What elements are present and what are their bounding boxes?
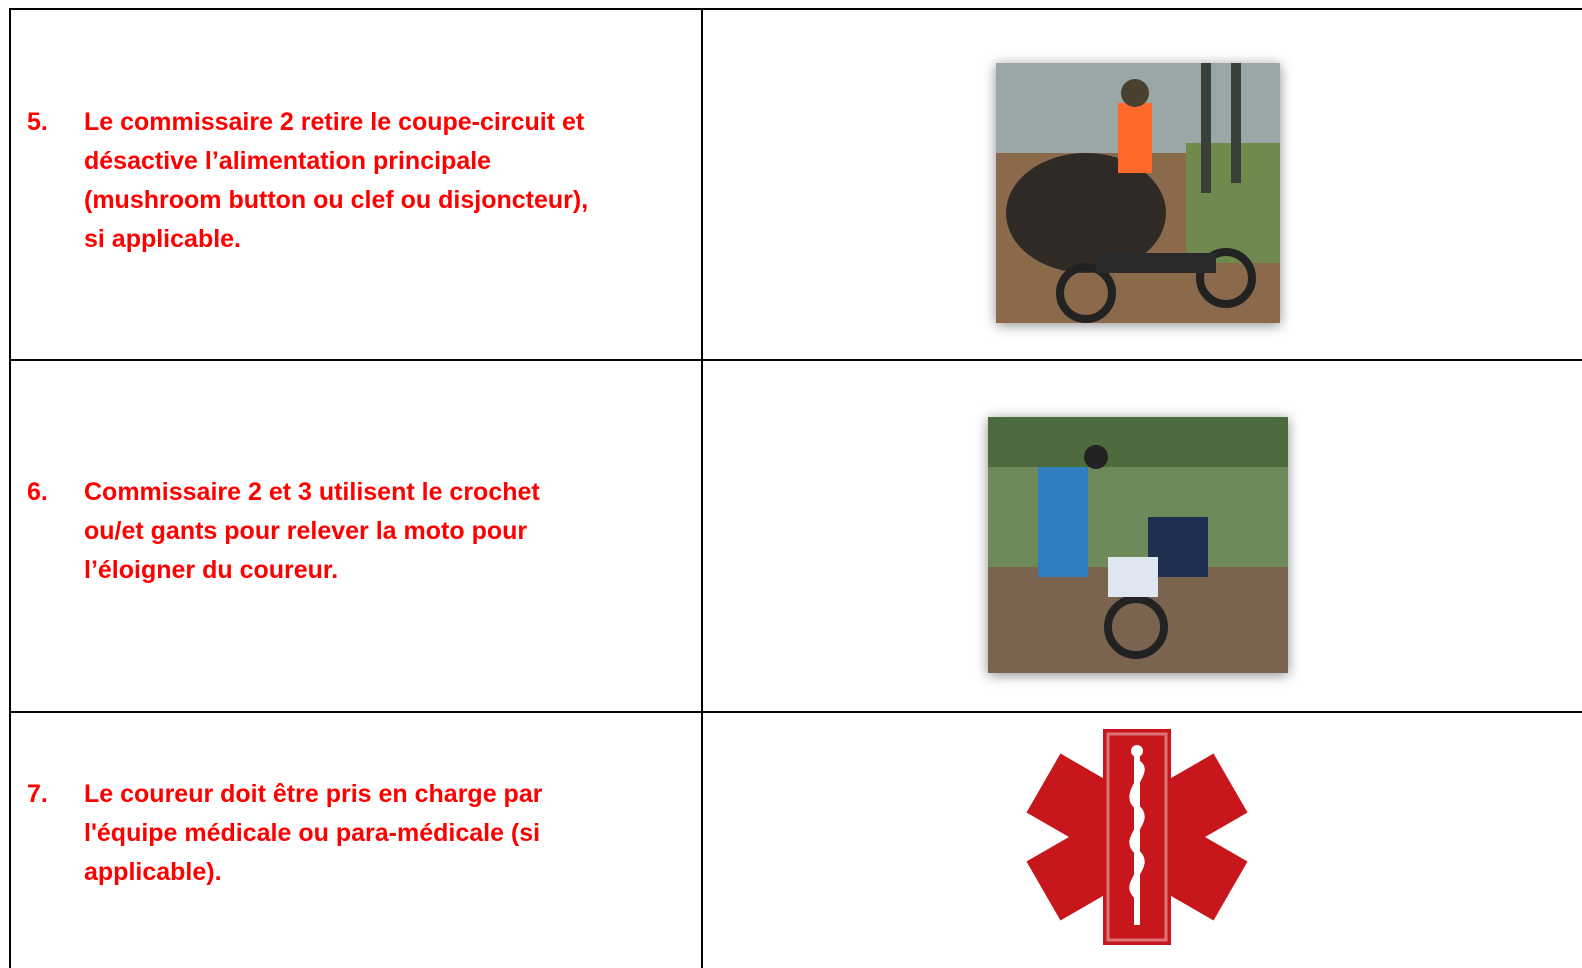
star-of-life-icon <box>1026 729 1248 945</box>
table-border <box>10 8 1582 10</box>
item-text-line: l'équipe médicale ou para-médicale (si <box>84 819 541 847</box>
item-text-line: Commissaire 2 et 3 utilisent le crochet <box>84 478 540 506</box>
item-text-line: (mushroom button ou clef ou disjoncteur)… <box>84 186 589 214</box>
item-number: 5. <box>27 108 48 136</box>
item-text-line: Le commissaire 2 retire le coupe-circuit… <box>84 108 585 136</box>
item-text-line: Le coureur doit être pris en charge par <box>84 780 543 808</box>
item-text-line: si applicable. <box>84 225 242 253</box>
table-border <box>9 8 11 968</box>
item-text-line: l’éloigner du coureur. <box>84 556 339 584</box>
item-number: 7. <box>27 780 48 808</box>
item-text-line: ou/et gants pour relever la moto pour <box>84 517 528 545</box>
table-border <box>10 359 1582 361</box>
table-border <box>10 711 1582 713</box>
item-number: 6. <box>27 478 48 506</box>
photo-lifting-bike <box>988 417 1288 673</box>
photo-burning-bike <box>996 63 1280 323</box>
table-border <box>701 8 703 968</box>
item-text-line: désactive l’alimentation principale <box>84 147 492 175</box>
item-text-line: applicable). <box>84 858 222 886</box>
